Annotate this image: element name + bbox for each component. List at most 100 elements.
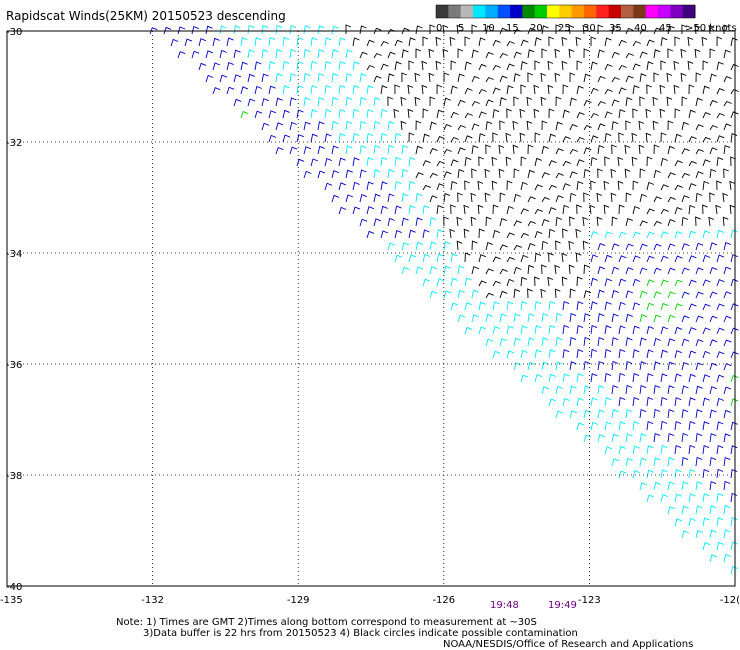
wind-barb xyxy=(275,73,283,83)
wind-barb xyxy=(555,240,561,251)
wind-barb xyxy=(555,96,562,107)
graticule xyxy=(7,31,735,586)
wind-barb xyxy=(695,124,704,131)
wind-barb xyxy=(478,254,486,263)
wind-barb xyxy=(527,288,533,299)
wind-barb xyxy=(275,48,283,59)
wind-barb xyxy=(568,48,575,59)
wind-barb xyxy=(499,244,508,251)
wind-barb xyxy=(485,268,494,275)
wind-barb xyxy=(478,37,486,47)
wind-barb xyxy=(457,99,466,107)
wind-barb xyxy=(408,205,416,215)
wind-barb xyxy=(366,230,375,239)
wind-barb xyxy=(716,492,724,503)
wind-barb xyxy=(618,421,626,431)
wind-barb xyxy=(429,195,438,203)
wind-barb xyxy=(625,192,632,203)
wind-barb xyxy=(716,36,723,47)
wind-barb xyxy=(660,349,668,359)
wind-barb xyxy=(534,208,543,215)
wind-barb xyxy=(632,40,641,47)
wind-barb xyxy=(401,49,409,59)
wind-barb xyxy=(723,505,731,515)
wind-barb xyxy=(485,144,491,155)
wind-barb xyxy=(429,241,437,251)
wind-barb xyxy=(730,37,738,47)
wind-barb xyxy=(702,517,710,527)
wind-barb xyxy=(401,266,410,275)
wind-barb xyxy=(240,111,249,119)
wind-barb xyxy=(716,541,724,551)
wind-barb xyxy=(590,87,599,95)
wind-barb xyxy=(296,85,304,95)
wind-barb xyxy=(534,231,543,239)
wind-barb xyxy=(618,255,627,263)
wind-barb xyxy=(688,350,697,359)
wind-barb xyxy=(576,373,584,383)
colorbar-label: 25 xyxy=(558,23,571,34)
wind-barb xyxy=(457,192,463,203)
wind-barb xyxy=(345,120,353,131)
wind-barb xyxy=(618,348,626,359)
wind-barb xyxy=(709,100,718,107)
wind-barb xyxy=(366,132,374,143)
wind-barb xyxy=(716,445,724,455)
wind-barb xyxy=(478,111,487,119)
wind-barb xyxy=(177,26,186,35)
wind-barb xyxy=(723,409,731,419)
colorbar-swatch xyxy=(497,5,511,18)
wind-barb xyxy=(520,325,528,335)
wind-barb xyxy=(240,86,249,95)
wind-barb xyxy=(310,60,318,71)
wind-barb xyxy=(401,193,409,203)
wind-barb xyxy=(583,100,592,107)
note-line-1: Note: 1) Times are GMT 2)Times along bot… xyxy=(116,617,537,628)
wind-barb xyxy=(548,349,556,359)
wind-barb xyxy=(716,397,724,407)
wind-barb xyxy=(653,220,662,227)
wind-barb xyxy=(688,444,696,455)
wind-barb xyxy=(576,324,584,335)
wind-barb xyxy=(359,120,367,131)
wind-barb xyxy=(639,96,645,107)
wind-barb xyxy=(149,27,158,35)
wind-barb xyxy=(611,458,620,467)
wind-barb xyxy=(352,132,360,143)
wind-barb xyxy=(352,84,360,95)
wind-barb xyxy=(681,243,690,251)
wind-barb xyxy=(702,397,710,407)
wind-barb xyxy=(513,96,519,107)
wind-barb xyxy=(513,220,522,227)
wind-barb xyxy=(667,385,675,395)
wind-barb xyxy=(730,111,739,119)
wind-barb xyxy=(540,96,547,107)
wind-barb xyxy=(695,192,703,203)
wind-barb xyxy=(555,216,563,227)
wind-barb xyxy=(653,243,662,251)
wind-barb xyxy=(674,350,682,359)
wind-barb xyxy=(359,218,368,227)
wind-barb xyxy=(604,132,612,143)
wind-barb xyxy=(632,349,640,359)
wind-barb xyxy=(604,37,612,47)
wind-barb xyxy=(555,148,564,155)
wind-barb xyxy=(716,180,722,191)
wind-barb xyxy=(471,123,480,131)
wind-barb xyxy=(470,216,477,227)
wind-barb xyxy=(317,48,325,59)
wind-barb xyxy=(527,264,535,275)
wind-barb xyxy=(674,36,681,47)
wind-barb xyxy=(415,145,423,155)
wind-barb xyxy=(709,554,718,563)
wind-barb xyxy=(723,76,732,83)
wind-barb xyxy=(352,206,361,215)
colorbar-swatch xyxy=(658,5,671,18)
wind-barb xyxy=(562,349,570,359)
wind-barb xyxy=(646,84,652,95)
wind-barb xyxy=(716,112,725,119)
wind-barb xyxy=(296,158,305,167)
wind-barb xyxy=(695,481,703,491)
wind-barb xyxy=(463,204,470,215)
wind-barb xyxy=(261,73,269,83)
